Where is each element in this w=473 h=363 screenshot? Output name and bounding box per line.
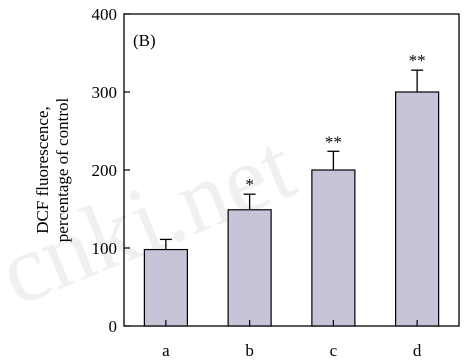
x-tick-label-d: d: [413, 341, 422, 360]
y-tick-label-200: 200: [92, 161, 118, 180]
bar-d: [395, 91, 440, 327]
bar-b: [227, 209, 272, 327]
bars: *****: [143, 51, 440, 327]
bar-c: [311, 169, 356, 327]
y-tick-label-300: 300: [92, 83, 118, 102]
bar-a: [143, 248, 188, 327]
significance-d: **: [409, 51, 426, 70]
y-tick-label-400: 400: [92, 5, 118, 24]
y-axis-label: DCF fluorescence, percentage of control: [33, 98, 72, 243]
y-axis-label-line-1: DCF fluorescence,: [33, 106, 52, 233]
y-axis-label-line-2: percentage of control: [53, 98, 72, 243]
significance-b: *: [245, 175, 254, 194]
y-tick-label-0: 0: [109, 317, 118, 336]
panel-label: (B): [133, 31, 156, 50]
significance-c: **: [325, 132, 342, 151]
x-tick-label-a: a: [162, 341, 170, 360]
x-tick-label-c: c: [330, 341, 338, 360]
y-axis: 0 100 200 300 400: [92, 5, 130, 336]
x-axis: a b c d: [162, 320, 422, 360]
x-tick-label-b: b: [245, 341, 254, 360]
y-tick-label-100: 100: [92, 239, 118, 258]
